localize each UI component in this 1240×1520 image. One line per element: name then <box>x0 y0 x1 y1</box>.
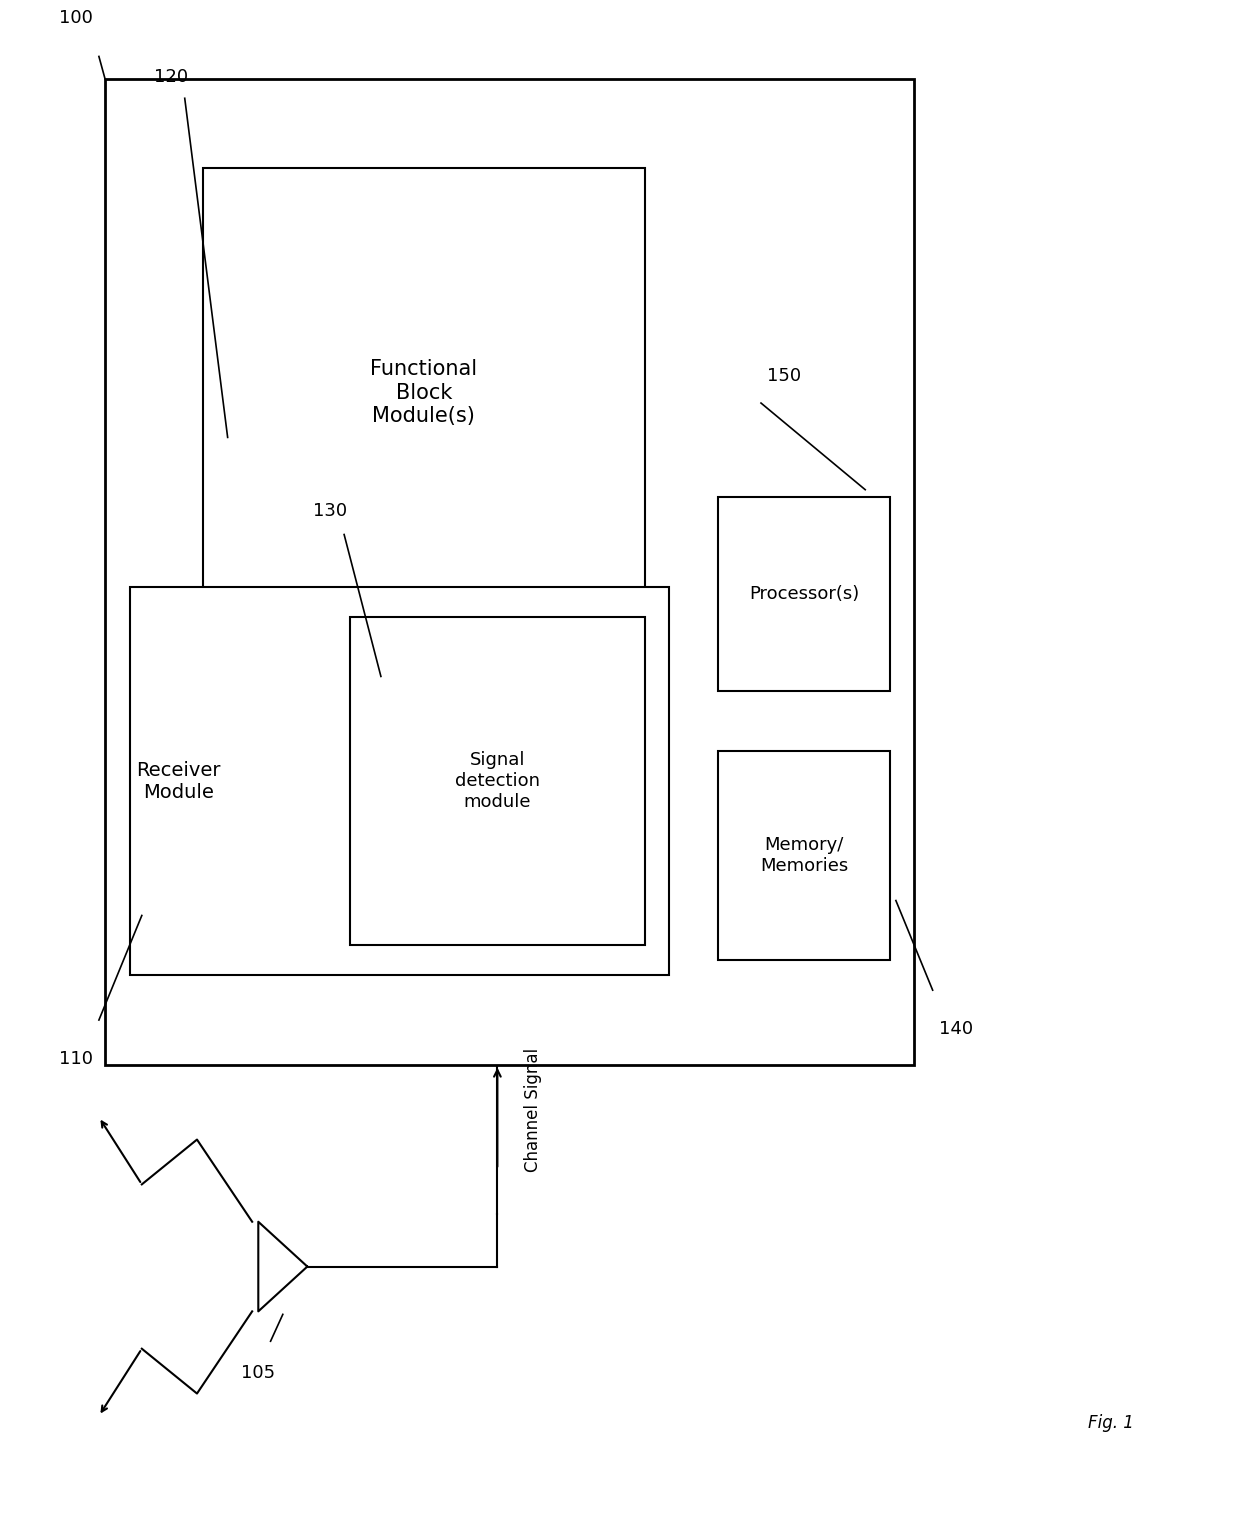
Text: Fig. 1: Fig. 1 <box>1087 1415 1133 1432</box>
Text: 100: 100 <box>58 9 93 26</box>
Text: 150: 150 <box>768 368 801 385</box>
Bar <box>203 169 645 617</box>
Text: Signal
detection
module: Signal detection module <box>455 751 539 810</box>
Text: 120: 120 <box>154 68 188 87</box>
Text: Functional
Block
Module(s): Functional Block Module(s) <box>371 359 477 426</box>
Bar <box>105 79 914 1066</box>
Text: 140: 140 <box>939 1020 973 1038</box>
Text: 105: 105 <box>242 1363 275 1382</box>
Text: 130: 130 <box>314 502 347 520</box>
Text: Processor(s): Processor(s) <box>749 585 859 603</box>
Text: 110: 110 <box>58 1050 93 1069</box>
Bar <box>718 497 890 692</box>
Bar <box>129 587 670 976</box>
Bar <box>350 617 645 945</box>
Text: Channel Signal: Channel Signal <box>525 1047 542 1172</box>
Text: Memory/
Memories: Memory/ Memories <box>760 836 848 876</box>
Bar <box>718 751 890 961</box>
Text: Receiver
Module: Receiver Module <box>136 760 221 801</box>
